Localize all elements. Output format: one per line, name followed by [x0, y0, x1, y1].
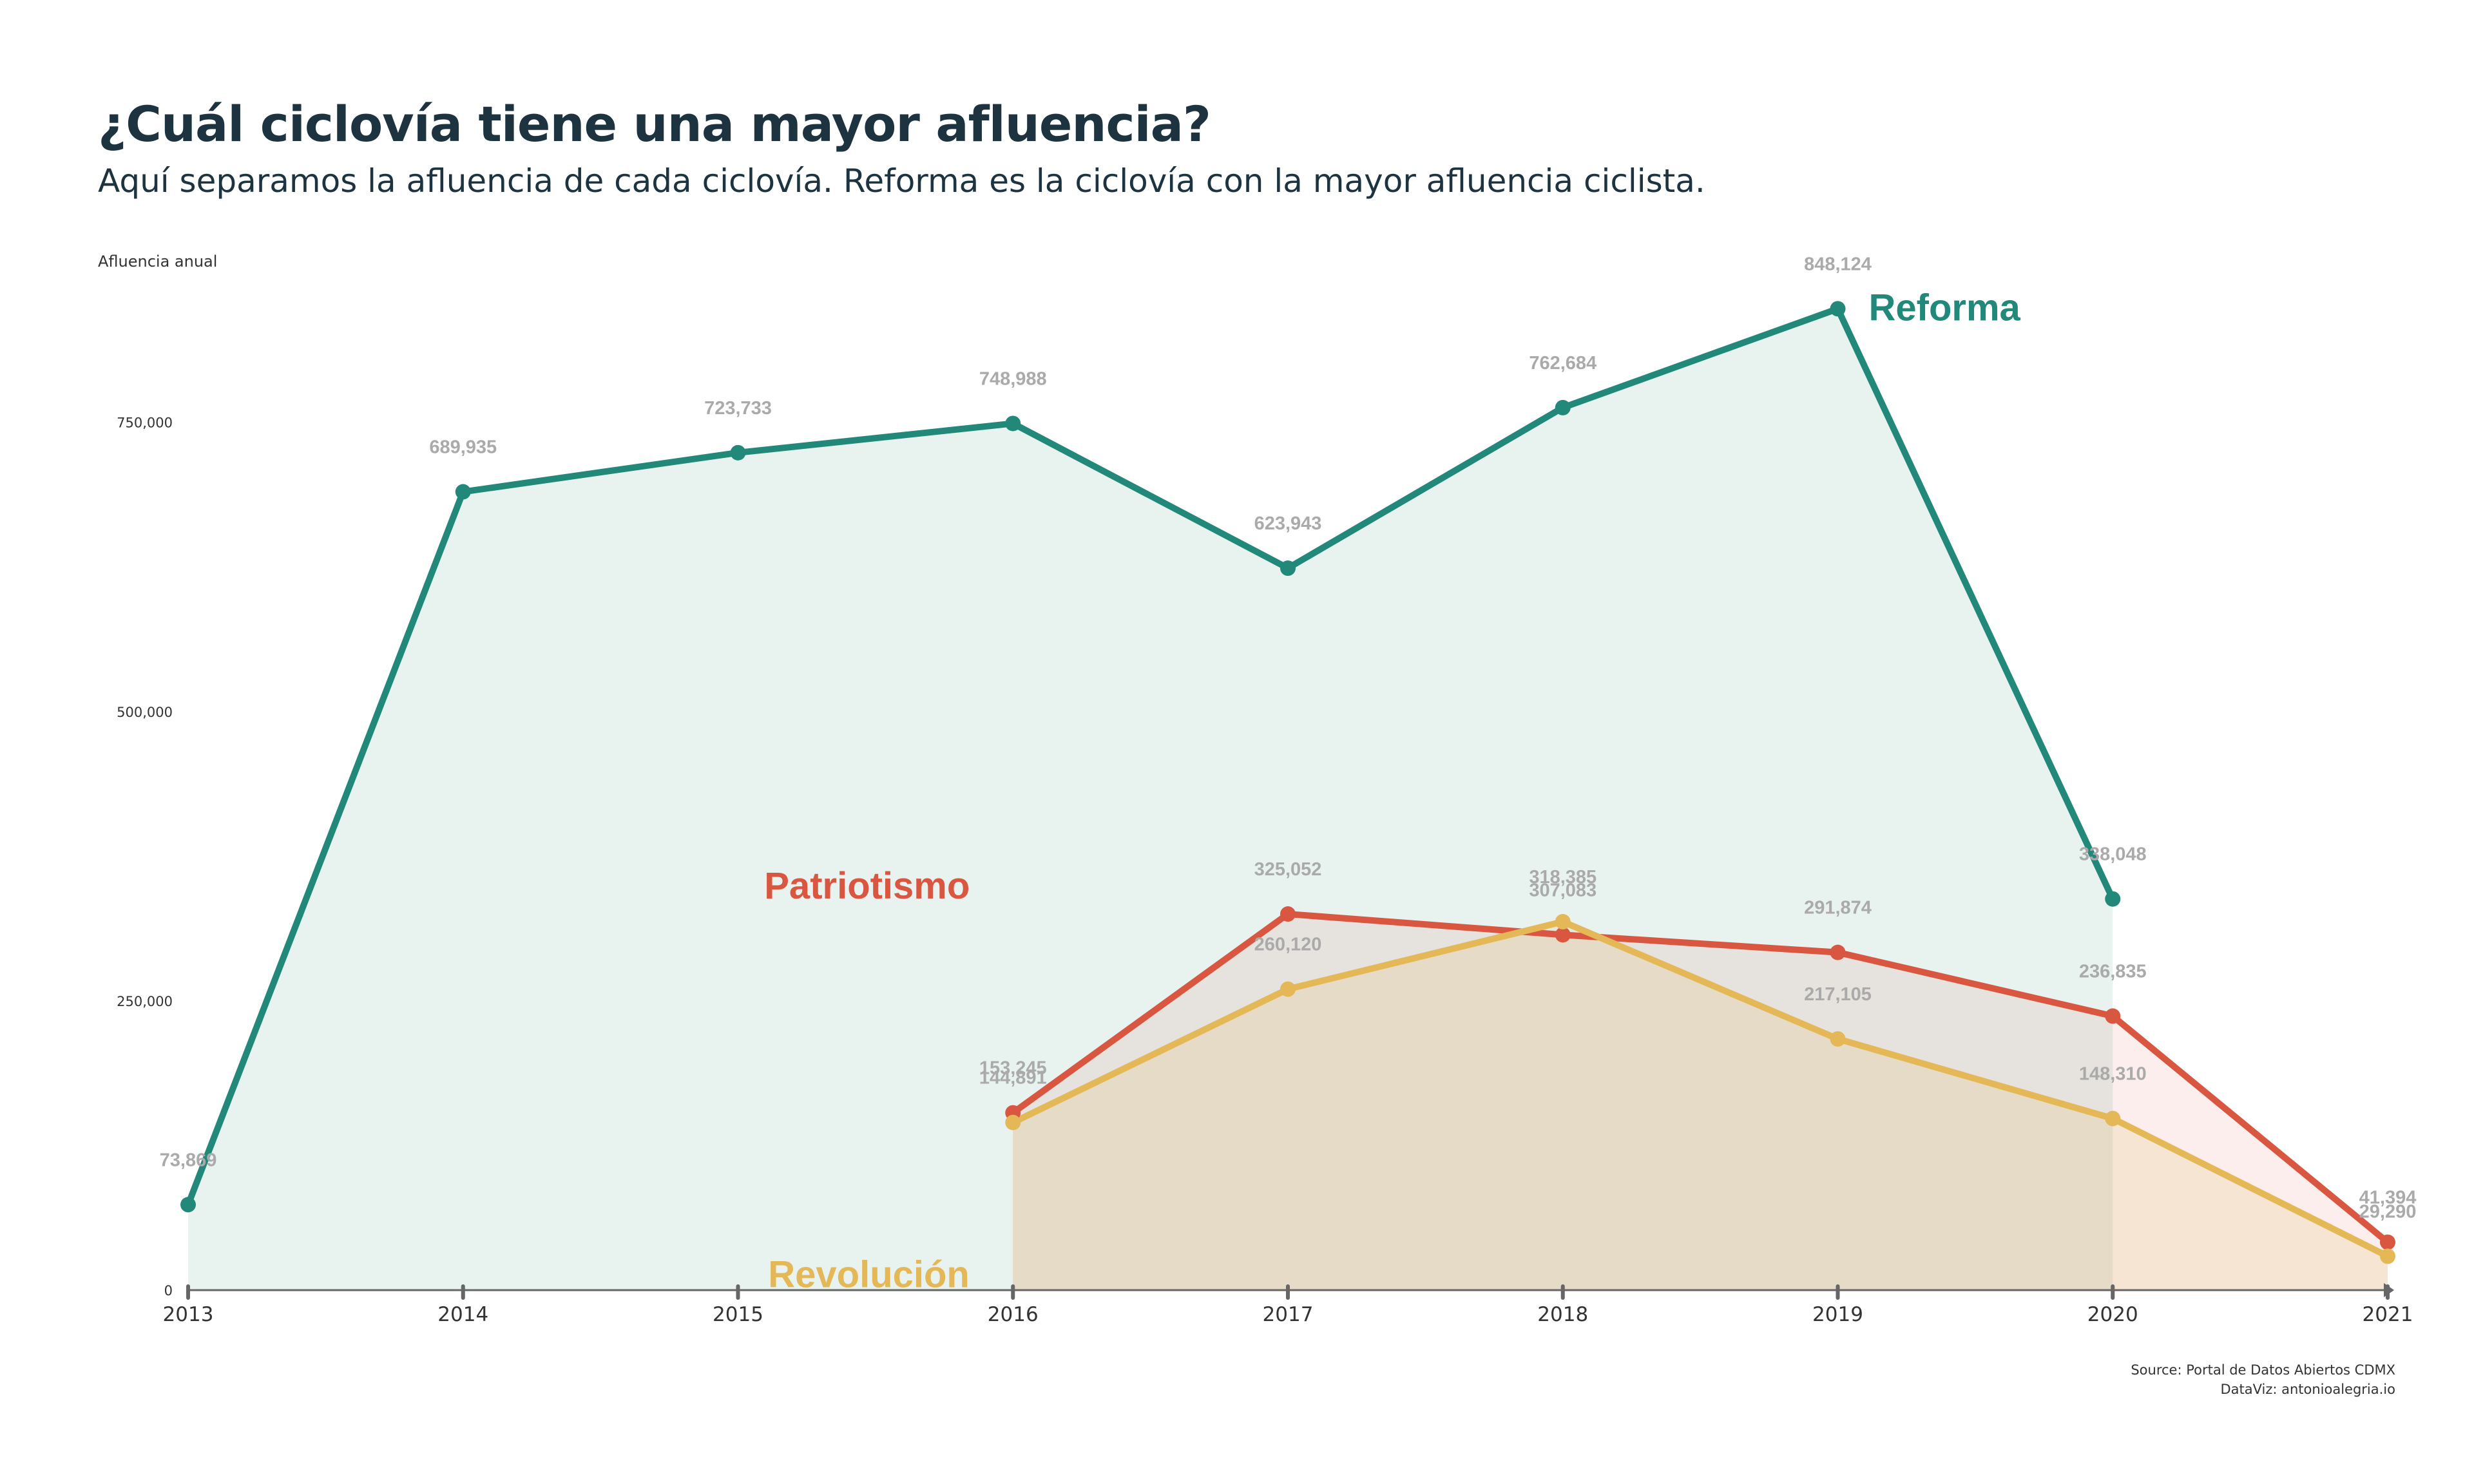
- reforma-point: [2105, 891, 2121, 907]
- reforma-value-label: 689,935: [429, 437, 497, 458]
- x-tick-label: 2019: [1812, 1303, 1863, 1326]
- y-tick-label: 250,000: [117, 994, 173, 1009]
- x-tick-label: 2013: [163, 1303, 214, 1326]
- revolucion-point: [2380, 1248, 2395, 1264]
- source-note: Source: Portal de Datos Abiertos CDMX Da…: [2131, 1360, 2395, 1399]
- x-tick-label: 2014: [437, 1303, 488, 1326]
- revolucion-line: [1010, 918, 2391, 1260]
- reforma-point: [1005, 415, 1021, 432]
- y-axis-title: Afluencia anual: [98, 252, 218, 271]
- revolucion-value-label: 217,105: [1804, 984, 1872, 1005]
- patriotismo-line: [1010, 911, 2391, 1246]
- y-tick-label: 750,000: [117, 415, 173, 431]
- source-line: Source: Portal de Datos Abiertos CDMX: [2131, 1362, 2395, 1378]
- reforma-line: [185, 305, 2116, 1208]
- revolucion-value-label: 260,120: [1254, 935, 1322, 955]
- dataviz-credit: DataViz: antonioalegria.io: [2220, 1382, 2395, 1397]
- x-tick-label: 2020: [2087, 1303, 2138, 1326]
- revolucion-point: [1280, 981, 1296, 997]
- chart-title: ¿Cuál ciclovía tiene una mayor afluencia…: [98, 95, 1211, 153]
- patriotismo-value-label: 291,874: [1804, 898, 1872, 918]
- patriotismo-point: [1280, 906, 1296, 922]
- revolucion-value-label: 29,290: [2359, 1201, 2417, 1222]
- revolucion-point: [1830, 1031, 1846, 1047]
- chart-subtitle: Aquí separamos la afluencia de cada cicl…: [98, 162, 1705, 200]
- reforma-series-label: Reforma: [1869, 287, 2021, 328]
- reforma-point: [180, 1197, 196, 1213]
- x-tick-label: 2016: [988, 1303, 1039, 1326]
- revolucion-series-label: Revolución: [768, 1253, 970, 1295]
- revolucion-value-label: 144,891: [979, 1068, 1047, 1089]
- patriotismo-area: [1013, 914, 2388, 1290]
- reforma-value-label: 848,124: [1804, 254, 1872, 274]
- patriotismo-point: [1830, 944, 1846, 960]
- patriotismo-value-label: 153,245: [979, 1058, 1047, 1079]
- reforma-point: [1280, 560, 1296, 576]
- patriotismo-point: [1555, 927, 1571, 943]
- patriotismo-value-label: 236,835: [2079, 962, 2147, 982]
- reforma-value-label: 338,048: [2079, 844, 2147, 865]
- y-tick-label: 0: [164, 1283, 173, 1298]
- patriotismo-value-label: 325,052: [1254, 859, 1322, 880]
- reforma-value-label: 762,684: [1529, 353, 1597, 374]
- x-tick-label: 2017: [1263, 1303, 1314, 1326]
- reforma-point: [730, 444, 746, 461]
- patriotismo-point: [2380, 1234, 2395, 1250]
- revolucion-value-label: 148,310: [2079, 1064, 2147, 1085]
- revolucion-point: [2105, 1110, 2121, 1127]
- reforma-point: [1830, 301, 1846, 317]
- reforma-value-label: 748,988: [979, 368, 1047, 389]
- patriotismo-value-label: 307,083: [1529, 880, 1597, 900]
- x-tick-label: 2021: [2363, 1303, 2413, 1326]
- x-tick-label: 2018: [1537, 1303, 1588, 1326]
- reforma-value-label: 723,733: [704, 398, 772, 419]
- revolucion-point: [1555, 914, 1571, 930]
- reforma-value-label: 623,943: [1254, 513, 1322, 534]
- revolucion-point: [1005, 1114, 1021, 1130]
- patriotismo-series-label: Patriotismo: [764, 865, 970, 907]
- y-tick-label: 500,000: [117, 705, 173, 720]
- reforma-area: [188, 309, 2113, 1291]
- x-tick-label: 2015: [713, 1303, 763, 1326]
- patriotismo-point: [2105, 1008, 2121, 1024]
- revolucion-area: [1013, 922, 2388, 1290]
- revolucion-value-label: 318,385: [1529, 867, 1597, 888]
- reforma-point: [455, 484, 471, 500]
- reforma-point: [1555, 399, 1571, 415]
- patriotismo-value-label: 41,394: [2359, 1188, 2417, 1208]
- reforma-value-label: 73,869: [160, 1150, 217, 1170]
